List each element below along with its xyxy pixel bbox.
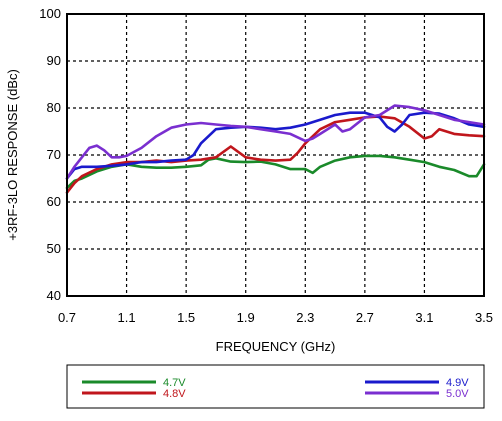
plot-frame (66, 13, 485, 297)
series-line-49V (65, 111, 486, 180)
series-line-47V (65, 154, 486, 190)
series-line-48V (65, 115, 486, 194)
series-lines (65, 104, 486, 194)
y-tick-label: 100 (39, 6, 61, 21)
x-tick-label: 1.9 (237, 310, 255, 325)
series-line-50V (65, 104, 486, 180)
x-tick-label: 2.7 (356, 310, 374, 325)
y-tick-label: 70 (47, 147, 61, 162)
y-tick-label: 40 (47, 288, 61, 303)
x-tick-label: 1.5 (177, 310, 195, 325)
legend: 4.7V4.8V 4.9V5.0V (82, 377, 469, 400)
y-tick-label: 60 (47, 194, 61, 209)
axis-ticks: 0.7 1.1 1.5 1.9 2.3 2.7 3.1 3.5 40 50 60 70 80 90 100 (39, 6, 493, 325)
legend-label: 4.9V (446, 377, 469, 389)
x-tick-label: 0.7 (58, 310, 76, 325)
x-tick-label: 3.5 (475, 310, 493, 325)
y-axis-label: +3RF-3LO RESPONSE (dBc) (5, 69, 20, 241)
x-axis-label: FREQUENCY (GHz) (216, 339, 336, 354)
x-tick-label: 1.1 (118, 310, 136, 325)
x-tick-label: 3.1 (415, 310, 433, 325)
legend-label: 5.0V (446, 388, 469, 400)
grid (67, 14, 484, 296)
y-tick-label: 90 (47, 53, 61, 68)
y-tick-label: 50 (47, 241, 61, 256)
legend-label: 4.8V (163, 388, 186, 400)
legend-label: 4.7V (163, 377, 186, 389)
legend-box (66, 364, 485, 409)
y-tick-label: 80 (47, 100, 61, 115)
x-tick-label: 2.3 (296, 310, 314, 325)
